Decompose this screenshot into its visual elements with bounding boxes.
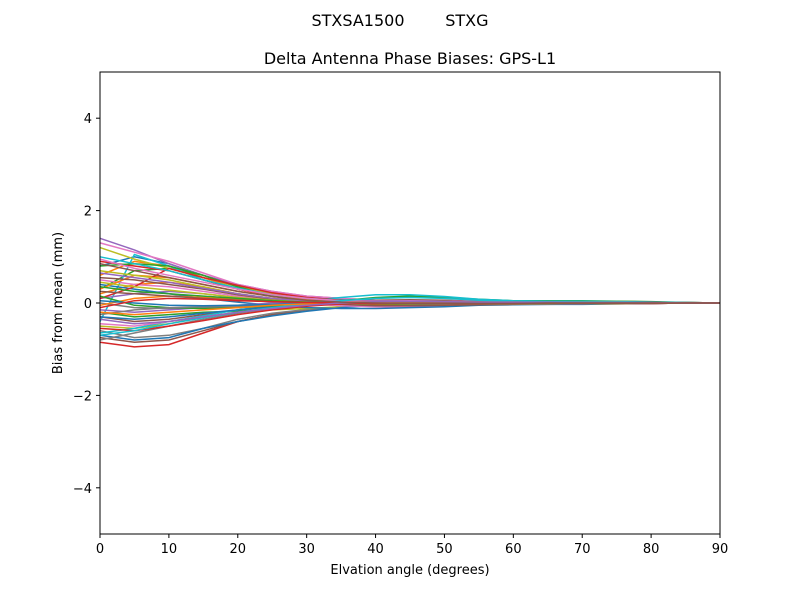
x-tick-label: 50 bbox=[436, 542, 453, 557]
y-tick-label: 2 bbox=[84, 205, 92, 220]
x-tick-label: 60 bbox=[505, 542, 522, 557]
series-line-46 bbox=[99, 262, 720, 305]
x-tick-label: 70 bbox=[574, 542, 591, 557]
x-tick-label: 40 bbox=[367, 542, 384, 557]
x-tick-label: 90 bbox=[712, 542, 729, 557]
x-tick-label: 0 bbox=[96, 542, 104, 557]
y-tick-label: 0 bbox=[84, 297, 92, 312]
figure-suptitle: STXSA1500 STXG bbox=[312, 11, 489, 30]
chart-title: Delta Antenna Phase Biases: GPS-L1 bbox=[264, 49, 556, 68]
y-axis-label: Bias from mean (mm) bbox=[51, 232, 66, 374]
x-axis-label: Elvation angle (degrees) bbox=[330, 563, 489, 578]
y-axis: 4 2 0 −2 −4 bbox=[73, 112, 100, 497]
y-tick-label: 4 bbox=[84, 112, 92, 127]
x-tick-label: 20 bbox=[230, 542, 247, 557]
x-tick-label: 30 bbox=[298, 542, 315, 557]
y-tick-label: −2 bbox=[73, 389, 92, 404]
x-tick-label: 80 bbox=[643, 542, 660, 557]
x-axis: 0 10 20 30 40 50 60 70 80 90 bbox=[96, 534, 728, 557]
series-layer bbox=[99, 237, 721, 348]
x-tick-label: 10 bbox=[161, 542, 178, 557]
y-tick-label: −4 bbox=[73, 482, 92, 497]
